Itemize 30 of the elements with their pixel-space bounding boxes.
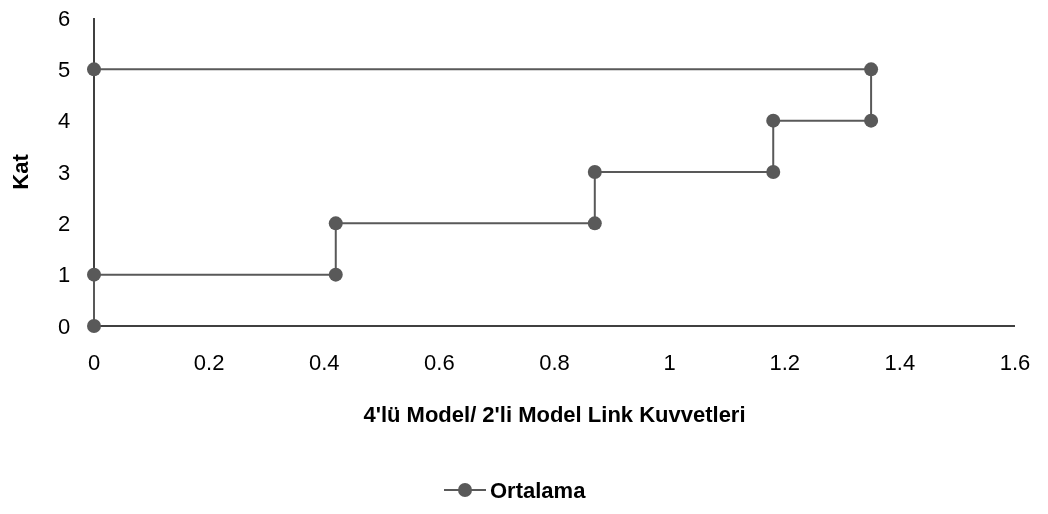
y-tick-label: 5 <box>57 57 71 83</box>
point <box>587 216 602 231</box>
point <box>87 62 101 77</box>
y-axis-title: Kat <box>8 153 33 190</box>
y-tick-label: 4 <box>57 108 71 134</box>
x-tick-label: 0.2 <box>193 350 225 375</box>
x-tick-label: 0.6 <box>424 350 455 375</box>
legend-label: Ortalama <box>490 477 587 503</box>
y-tick-label: 0 <box>57 313 71 339</box>
point <box>87 319 101 333</box>
y-tick-label: 2 <box>57 211 71 237</box>
y-tick-label: 3 <box>57 159 71 185</box>
point <box>587 165 602 179</box>
point <box>864 113 879 128</box>
x-tick-label: 1 <box>663 350 676 375</box>
point <box>766 165 781 179</box>
y-tick-label: 6 <box>57 5 71 31</box>
x-tick-label: 0.4 <box>308 350 340 375</box>
point <box>328 216 343 231</box>
point <box>766 113 781 128</box>
y-tick-label: 1 <box>57 262 71 288</box>
point <box>87 267 101 282</box>
x-tick-label: 1.2 <box>769 350 801 375</box>
point <box>328 267 343 282</box>
x-tick-label: 1.6 <box>999 350 1031 375</box>
x-tick-label: 0.8 <box>539 350 570 375</box>
x-axis-title: 4'lü Model/ 2'li Model Link Kuvvetleri <box>363 402 746 427</box>
x-tick-label: 1.4 <box>884 350 916 375</box>
x-tick-label: 0 <box>87 350 101 375</box>
point <box>864 62 879 77</box>
